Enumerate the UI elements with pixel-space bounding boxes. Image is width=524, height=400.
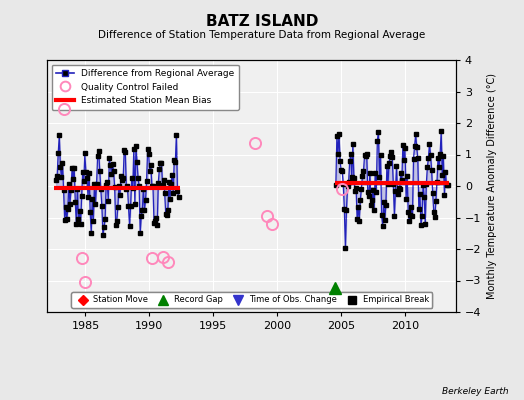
- Legend: Station Move, Record Gap, Time of Obs. Change, Empirical Break: Station Move, Record Gap, Time of Obs. C…: [71, 292, 432, 308]
- Text: BATZ ISLAND: BATZ ISLAND: [206, 14, 318, 29]
- Y-axis label: Monthly Temperature Anomaly Difference (°C): Monthly Temperature Anomaly Difference (…: [487, 73, 497, 299]
- Text: Berkeley Earth: Berkeley Earth: [442, 387, 508, 396]
- Text: Difference of Station Temperature Data from Regional Average: Difference of Station Temperature Data f…: [99, 30, 425, 40]
